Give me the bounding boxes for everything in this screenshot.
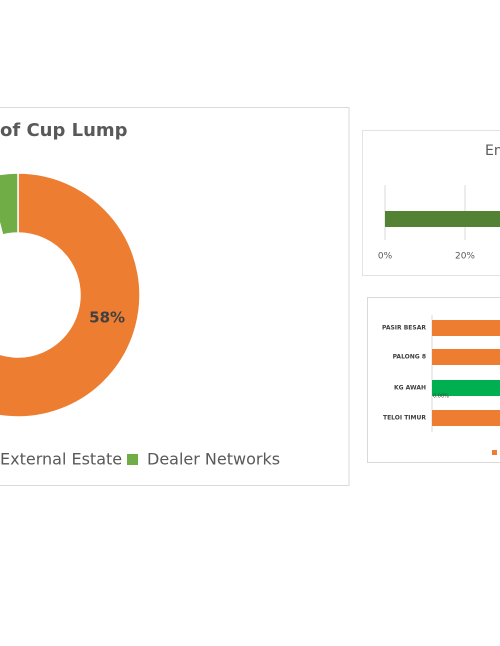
annotation: 0.00% bbox=[433, 394, 449, 400]
y-tick-label: TELOI TIMUR bbox=[383, 415, 426, 422]
donut-segment bbox=[0, 172, 141, 418]
x-tick-label: 20% bbox=[455, 252, 475, 262]
donut-panel bbox=[0, 107, 350, 486]
legend-swatch bbox=[492, 450, 497, 455]
bar bbox=[432, 410, 500, 426]
legend-label: External Estate bbox=[0, 450, 122, 469]
legend-swatch bbox=[127, 454, 138, 465]
donut-segment bbox=[0, 172, 19, 236]
donut-title: of Cup Lump bbox=[0, 120, 128, 141]
bar bbox=[432, 349, 500, 365]
y-tick-label: PALONG 8 bbox=[393, 354, 426, 361]
x-tick-label: 0% bbox=[378, 252, 393, 262]
y-tick-label: PASIR BESAR bbox=[382, 325, 426, 332]
y-tick-label: KG AWAH bbox=[394, 385, 426, 392]
bar bbox=[432, 380, 500, 396]
legend-label: Dealer Networks bbox=[147, 450, 280, 469]
bar bbox=[432, 320, 500, 336]
data-label: 58% bbox=[89, 308, 125, 326]
bar-title: En bbox=[485, 143, 500, 159]
bar bbox=[385, 211, 500, 227]
